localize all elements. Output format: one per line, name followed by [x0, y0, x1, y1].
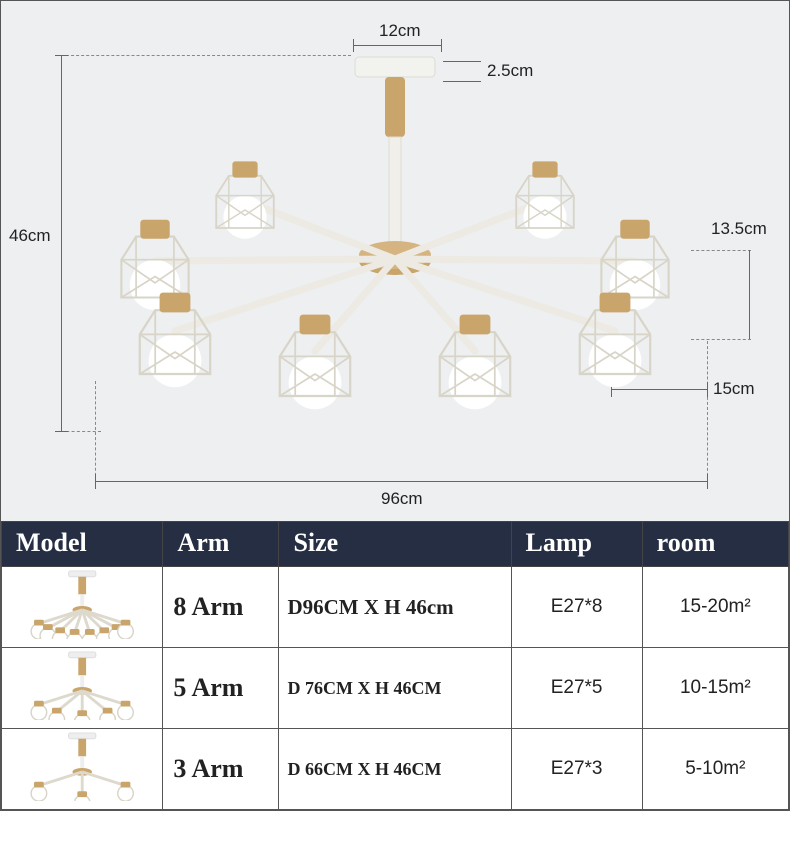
dim-line [353, 45, 441, 46]
col-size: Size [279, 522, 511, 567]
spec-table: Model Arm Size Lamp room 8 Arm D96CM X H… [1, 521, 789, 810]
dim-tick [55, 431, 68, 432]
dim-shade-height: 13.5cm [711, 219, 767, 239]
table-row: 5 Arm D 76CM X H 46CM E27*5 10-15m² [2, 648, 789, 729]
arm-cell: 5 Arm [163, 648, 279, 729]
dim-tick [55, 55, 68, 56]
model-thumb [2, 729, 163, 810]
col-arm: Arm [163, 522, 279, 567]
spec-header-row: Model Arm Size Lamp room [2, 522, 789, 567]
col-lamp: Lamp [511, 522, 642, 567]
model-thumb [2, 567, 163, 648]
table-row: 8 Arm D96CM X H 46cm E27*8 15-20m² [2, 567, 789, 648]
dim-line [749, 250, 750, 339]
room-cell: 10-15m² [642, 648, 788, 729]
room-cell: 15-20m² [642, 567, 788, 648]
lamp-cell: E27*3 [511, 729, 642, 810]
dim-line [61, 55, 62, 431]
dim-width: 96cm [381, 489, 423, 509]
dim-shade-width: 15cm [713, 379, 755, 399]
product-spec-card: 12cm 2.5cm 46cm 96cm 13.5cm 15cm [0, 0, 790, 811]
dim-tick [95, 474, 96, 489]
chandelier-illustration [75, 51, 715, 471]
lamp-cell: E27*8 [511, 567, 642, 648]
dim-line [95, 481, 707, 482]
size-cell: D 66CM X H 46CM [279, 729, 511, 810]
dim-height: 46cm [9, 226, 51, 246]
arm-cell: 3 Arm [163, 729, 279, 810]
size-cell: D96CM X H 46cm [279, 567, 511, 648]
table-row: 3 Arm D 66CM X H 46CM E27*3 5-10m² [2, 729, 789, 810]
col-model: Model [2, 522, 163, 567]
arm-cell: 8 Arm [163, 567, 279, 648]
size-cell: D 76CM X H 46CM [279, 648, 511, 729]
dimension-diagram: 12cm 2.5cm 46cm 96cm 13.5cm 15cm [1, 1, 789, 521]
dim-tick [707, 474, 708, 489]
room-cell: 5-10m² [642, 729, 788, 810]
model-thumb [2, 648, 163, 729]
lamp-cell: E27*5 [511, 648, 642, 729]
dim-cap-diameter: 12cm [379, 21, 421, 41]
col-room: room [642, 522, 788, 567]
